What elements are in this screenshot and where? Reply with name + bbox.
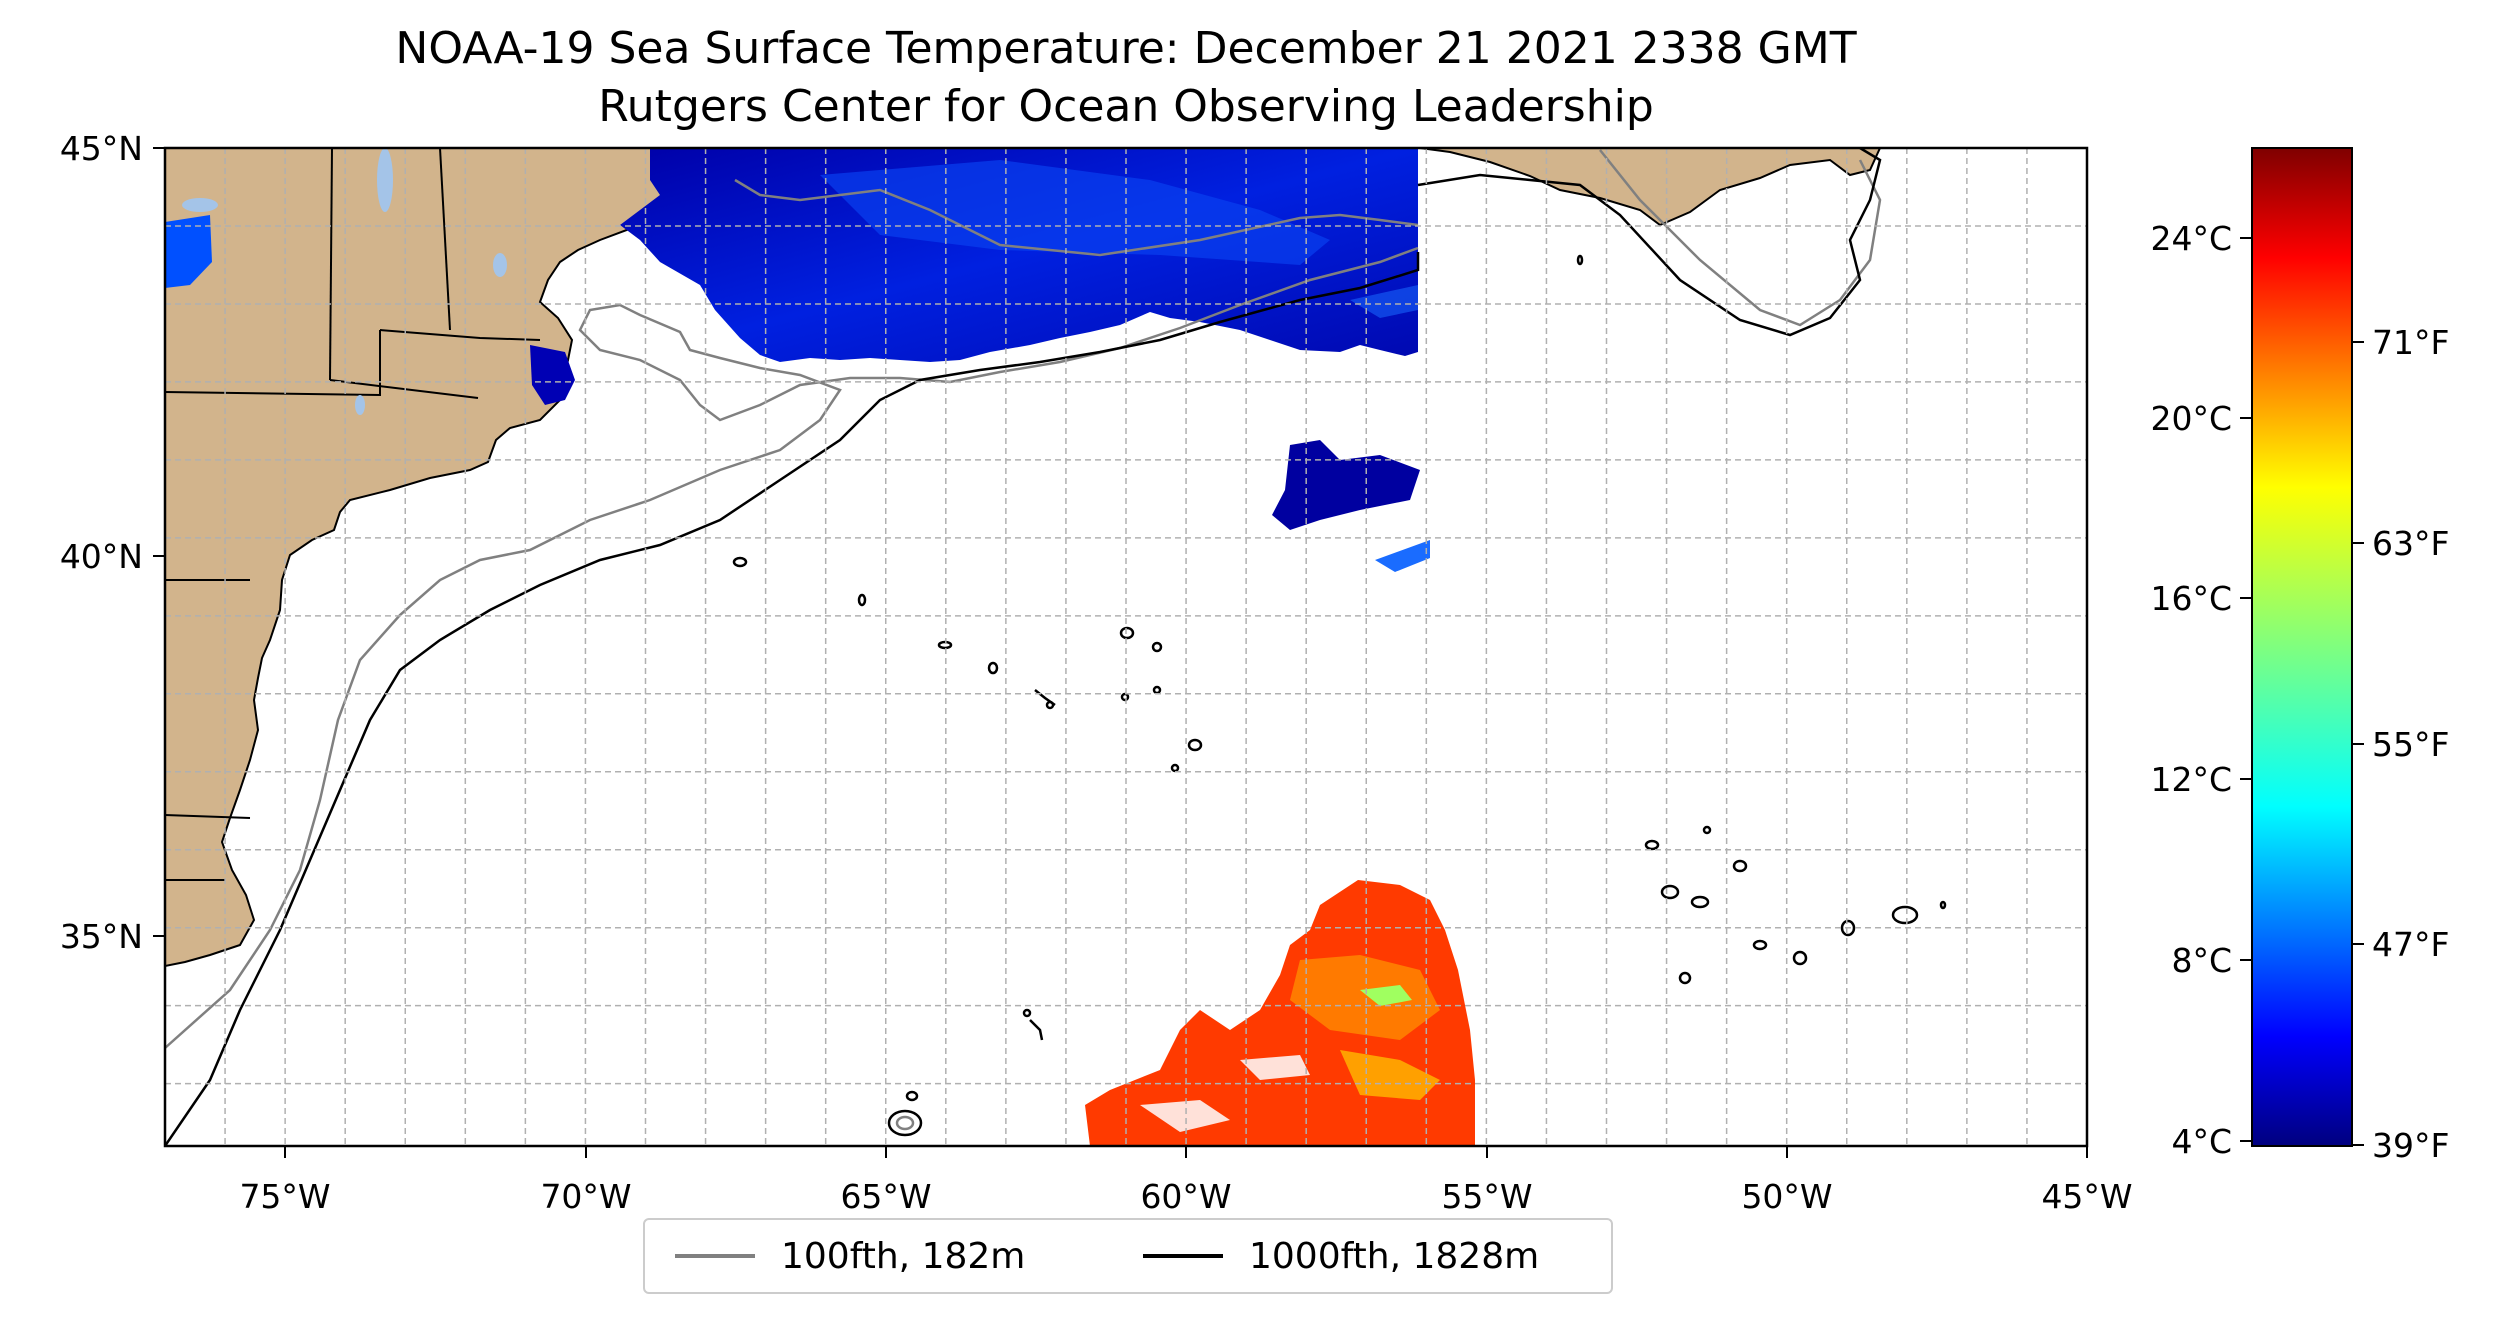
legend-label: 100fth, 182m <box>781 1235 1026 1277</box>
celsius-tick-label: 12°C <box>2150 760 2232 799</box>
sst-cold-region <box>165 148 1430 572</box>
map-panel <box>165 148 2087 1146</box>
lon-tick-label: 45°W <box>2041 1177 2132 1216</box>
celsius-tick-label: 8°C <box>2171 941 2232 980</box>
map-subtitle: Rutgers Center for Ocean Observing Leade… <box>598 81 1654 132</box>
fahrenheit-tick-label: 55°F <box>2372 725 2449 764</box>
legend-swatch-100fth <box>675 1254 755 1258</box>
celsius-tick-label: 24°C <box>2150 219 2232 258</box>
sst-warm-region <box>1085 880 1475 1146</box>
lon-tick-label: 65°W <box>840 1177 931 1216</box>
legend-label: 1000fth, 1828m <box>1249 1235 1540 1277</box>
seamount-contours <box>732 254 1947 1137</box>
celsius-tick-label: 4°C <box>2171 1122 2232 1161</box>
gridlines <box>165 148 2087 1146</box>
land-newfoundland <box>1419 148 1882 227</box>
legend-swatch-1000fth <box>1143 1254 1223 1258</box>
lat-tick-label: 40°N <box>60 537 143 576</box>
lat-tick-label: 45°N <box>60 129 143 168</box>
lon-tick-label: 70°W <box>540 1177 631 1216</box>
legend-item-100fth: 100fth, 182m <box>675 1234 1025 1278</box>
celsius-tick-label: 16°C <box>2150 579 2232 618</box>
lakes <box>182 148 507 415</box>
map-title: NOAA-19 Sea Surface Temperature: Decembe… <box>395 23 1857 74</box>
celsius-tick-label: 20°C <box>2150 399 2232 438</box>
legend: 100fth, 182m 1000fth, 1828m <box>643 1218 1613 1294</box>
colorbar-gradient <box>2251 147 2353 1147</box>
lon-tick-label: 55°W <box>1441 1177 1532 1216</box>
legend-item-1000fth: 1000fth, 1828m <box>1143 1234 1539 1278</box>
isobath-1000fth <box>165 148 1882 1146</box>
lat-tick-label: 35°N <box>60 917 143 956</box>
state-borders <box>165 148 541 881</box>
fahrenheit-tick-label: 71°F <box>2372 323 2449 362</box>
map-frame <box>163 146 2089 1148</box>
fahrenheit-tick-label: 63°F <box>2372 524 2449 563</box>
colorbar: 24°C 20°C 16°C 12°C 8°C 4°C 71°F 63°F 55… <box>2150 147 2449 1165</box>
lon-tick-label: 75°W <box>239 1177 330 1216</box>
lat-axis: 45°N 40°N 35°N <box>60 129 165 956</box>
isobath-100fth <box>165 149 1882 1049</box>
fahrenheit-tick-label: 39°F <box>2372 1126 2449 1165</box>
lon-axis: 75°W 70°W 65°W 60°W 55°W 50°W 45°W <box>239 1146 2133 1216</box>
lon-tick-label: 50°W <box>1741 1177 1832 1216</box>
fahrenheit-tick-label: 47°F <box>2372 925 2449 964</box>
lon-tick-label: 60°W <box>1140 1177 1231 1216</box>
